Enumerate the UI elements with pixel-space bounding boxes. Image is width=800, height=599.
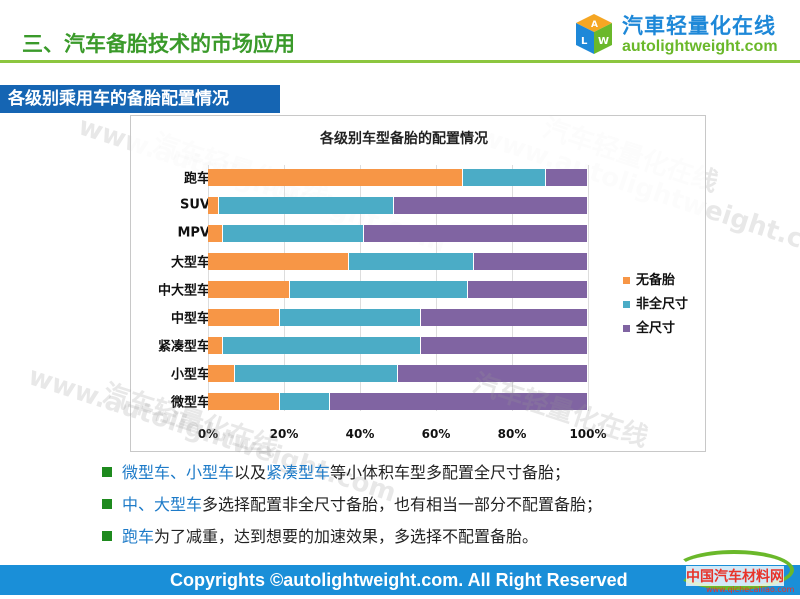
legend-label: 非全尺寸 — [636, 297, 689, 312]
corner-logo-en: www.qichecailiao.com — [706, 585, 795, 594]
highlighted-text: 紧凑型车 — [266, 463, 331, 482]
bar-partial — [280, 393, 330, 410]
bar-full — [468, 281, 588, 298]
footer-copyright: Copyrights ©autolightweight.com. All Rig… — [0, 565, 800, 595]
legend-swatch-icon — [623, 301, 630, 308]
section-label: 各级别乘用车的备胎配置情况 — [0, 85, 280, 113]
category-label: 跑车 — [183, 171, 210, 187]
category-label: SUV — [180, 197, 210, 213]
corner-logo-cn: 中国汽车材料网 — [686, 566, 784, 586]
bar-full — [394, 197, 588, 214]
legend-label: 全尺寸 — [636, 321, 676, 336]
bullet-square-icon — [102, 530, 112, 541]
x-tick-label: 80% — [497, 427, 527, 441]
svg-text:A: A — [591, 20, 598, 30]
bullet-item: 中、大型车多选择配置非全尺寸备胎，也有相当一部分不配置备胎； — [102, 491, 602, 515]
bar-none — [208, 309, 281, 326]
x-tick-label: 60% — [421, 427, 451, 441]
bullet-item: 跑车为了减重，达到想要的加速效果，多选择不配置备胎。 — [102, 523, 538, 547]
legend-swatch-icon — [623, 325, 630, 332]
legend-item: 无备胎 — [623, 269, 675, 288]
x-tick-label: 100% — [569, 427, 607, 441]
bar-partial — [223, 225, 364, 242]
x-tick-label: 40% — [345, 427, 375, 441]
bar-partial — [348, 253, 474, 270]
category-label: 紧凑型车 — [157, 339, 210, 355]
bar-partial — [223, 337, 421, 354]
bar-none — [208, 281, 290, 298]
category-label: 大型车 — [170, 255, 210, 271]
bar-partial — [462, 169, 547, 186]
legend-item: 非全尺寸 — [623, 293, 688, 312]
title-divider — [0, 60, 800, 63]
svg-text:L: L — [581, 36, 588, 47]
bar-none — [208, 337, 224, 354]
bar-partial — [289, 281, 469, 298]
bar-full — [329, 393, 588, 410]
gridline — [588, 165, 589, 411]
alw-cube-icon: A L W — [576, 14, 612, 54]
chart-title: 各级别车型备胎的配置情况 — [320, 131, 488, 147]
x-tick-label: 0% — [197, 427, 219, 441]
highlighted-text: 中、大型车 — [122, 495, 203, 514]
category-label: 中型车 — [170, 311, 210, 327]
bar-partial — [219, 197, 395, 214]
svg-text:W: W — [598, 36, 609, 47]
legend-label: 无备胎 — [636, 273, 676, 288]
page-title: 三、汽车备胎技术的市场应用 — [22, 32, 295, 56]
legend-swatch-icon — [623, 277, 630, 284]
bar-none — [208, 253, 349, 270]
bar-none — [208, 365, 235, 382]
bar-full — [420, 337, 588, 354]
bar-full — [546, 169, 588, 186]
category-label: 微型车 — [170, 395, 210, 411]
highlighted-text: 微型车、小型车 — [122, 463, 235, 482]
bullet-text: 多选择配置非全尺寸备胎，也有相当一部分不配置备胎； — [202, 495, 603, 514]
bullet-square-icon — [102, 466, 112, 477]
x-tick-label: 20% — [269, 427, 299, 441]
bullet-item: 微型车、小型车以及紧凑型车等小体积车型多配置全尺寸备胎； — [102, 459, 570, 483]
bar-partial — [280, 309, 421, 326]
category-label: 中大型车 — [157, 283, 210, 299]
bar-full — [420, 309, 588, 326]
bullet-text: 等小体积车型多配置全尺寸备胎； — [330, 463, 571, 482]
bar-partial — [234, 365, 398, 382]
category-label: MPV — [177, 225, 210, 241]
logo-cn-text: 汽車轻量化在线 — [622, 14, 776, 38]
category-label: 小型车 — [170, 367, 210, 383]
highlighted-text: 跑车 — [122, 527, 155, 546]
bar-full — [474, 253, 588, 270]
site-logo: A L W 汽車轻量化在线 autolightweight.com — [572, 8, 792, 60]
bullet-square-icon — [102, 498, 112, 509]
bar-full — [398, 365, 588, 382]
bar-full — [363, 225, 588, 242]
corner-logo: 中国汽车材料网 www.qichecailiao.com — [672, 548, 800, 599]
legend-item: 全尺寸 — [623, 317, 675, 336]
logo-ring-icon — [674, 550, 794, 590]
logo-en-text: autolightweight.com — [622, 38, 778, 55]
bar-none — [208, 225, 224, 242]
bar-none — [208, 169, 463, 186]
bullet-text: 为了减重，达到想要的加速效果，多选择不配置备胎。 — [154, 527, 539, 546]
bar-none — [208, 393, 281, 410]
bullet-text: 以及 — [234, 463, 267, 482]
bar-none — [208, 197, 220, 214]
